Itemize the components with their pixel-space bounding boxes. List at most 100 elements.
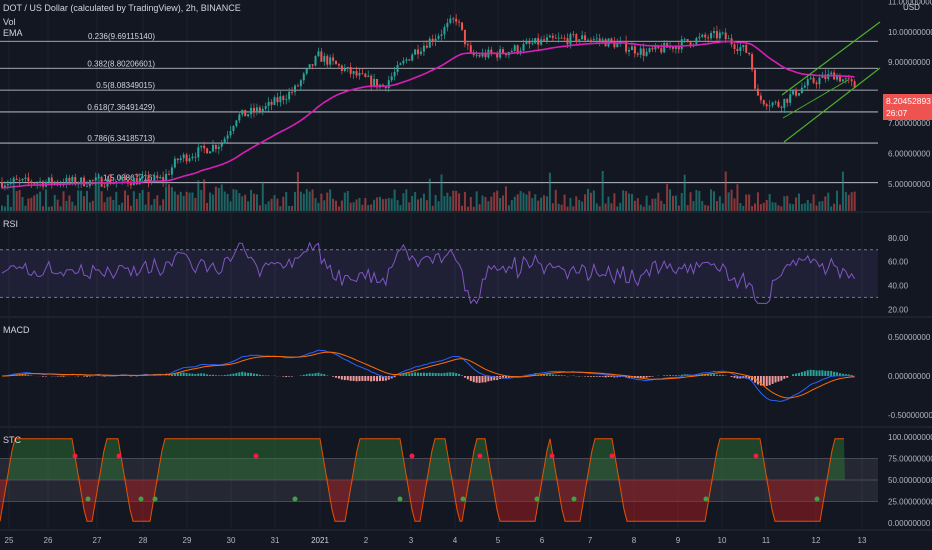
candle-body[interactable] — [42, 181, 45, 187]
candle-body[interactable] — [783, 98, 786, 108]
candle-body[interactable] — [387, 80, 390, 89]
candle-body[interactable] — [601, 39, 604, 41]
macd-pane-label[interactable]: MACD — [3, 325, 30, 335]
candle-body[interactable] — [124, 176, 127, 180]
candle-body[interactable] — [636, 53, 639, 55]
candle-body[interactable] — [748, 52, 751, 55]
candle-body[interactable] — [733, 44, 736, 49]
candle-body[interactable] — [147, 175, 150, 183]
candle-body[interactable] — [581, 35, 584, 40]
candle-body[interactable] — [50, 177, 53, 184]
candle-body[interactable] — [56, 181, 59, 185]
candle-body[interactable] — [211, 145, 214, 152]
candle-body[interactable] — [428, 38, 431, 48]
candle-body[interactable] — [844, 78, 847, 80]
candle-body[interactable] — [496, 52, 499, 58]
candle-body[interactable] — [619, 41, 622, 43]
candle-body[interactable] — [229, 130, 232, 136]
candle-body[interactable] — [830, 72, 833, 74]
candle-body[interactable] — [267, 101, 270, 107]
candle-body[interactable] — [411, 54, 414, 61]
candle-body[interactable] — [115, 181, 118, 183]
candle-body[interactable] — [270, 101, 273, 105]
candle-body[interactable] — [446, 22, 449, 28]
candle-body[interactable] — [715, 31, 718, 39]
candle-body[interactable] — [707, 37, 710, 39]
candle-body[interactable] — [674, 45, 677, 49]
candle-body[interactable] — [376, 78, 379, 88]
candle-body[interactable] — [809, 77, 812, 80]
candle-body[interactable] — [165, 173, 168, 182]
candle-body[interactable] — [592, 39, 595, 40]
candle-body[interactable] — [452, 18, 455, 20]
candle-body[interactable] — [440, 34, 443, 36]
candle-body[interactable] — [261, 108, 264, 112]
symbol-title[interactable]: DOT / US Dollar (calculated by TradingVi… — [3, 3, 241, 13]
candle-body[interactable] — [625, 40, 628, 52]
candle-body[interactable] — [252, 107, 255, 113]
candle-body[interactable] — [173, 158, 176, 168]
candle-body[interactable] — [141, 175, 144, 179]
candle-body[interactable] — [613, 41, 616, 48]
candle-body[interactable] — [1, 182, 3, 188]
candle-body[interactable] — [121, 176, 124, 180]
candle-body[interactable] — [235, 120, 238, 127]
candle-body[interactable] — [540, 39, 543, 45]
candle-body[interactable] — [698, 36, 701, 39]
candle-body[interactable] — [478, 55, 481, 57]
candle-body[interactable] — [683, 38, 686, 40]
stc-line[interactable] — [0, 438, 844, 522]
candle-body[interactable] — [156, 175, 159, 179]
candle-body[interactable] — [841, 79, 844, 82]
candle-body[interactable] — [765, 104, 768, 107]
candle-body[interactable] — [475, 55, 478, 56]
candle-body[interactable] — [780, 106, 783, 108]
candle-body[interactable] — [458, 21, 461, 23]
candle-body[interactable] — [563, 37, 566, 39]
candle-body[interactable] — [712, 31, 715, 33]
candle-body[interactable] — [402, 60, 405, 64]
candle-body[interactable] — [393, 71, 396, 77]
candle-body[interactable] — [795, 89, 798, 96]
candle-body[interactable] — [660, 48, 663, 53]
candle-body[interactable] — [572, 34, 575, 35]
candle-body[interactable] — [417, 49, 420, 55]
candle-body[interactable] — [628, 50, 631, 52]
candle-body[interactable] — [390, 76, 393, 81]
candle-body[interactable] — [194, 156, 197, 158]
candle-body[interactable] — [806, 79, 809, 86]
candle-body[interactable] — [686, 38, 689, 43]
candle-body[interactable] — [836, 75, 839, 80]
candle-body[interactable] — [3, 185, 6, 188]
candle-body[interactable] — [531, 43, 534, 45]
candle-body[interactable] — [578, 39, 581, 42]
candle-body[interactable] — [774, 101, 777, 103]
candle-body[interactable] — [736, 48, 739, 52]
candle-body[interactable] — [484, 52, 487, 58]
candle-body[interactable] — [264, 106, 267, 109]
candle-body[interactable] — [276, 97, 279, 103]
candle-body[interactable] — [724, 32, 727, 40]
channel-mid-line[interactable] — [782, 79, 849, 119]
candle-body[interactable] — [704, 34, 707, 38]
candle-body[interactable] — [85, 186, 88, 187]
candle-body[interactable] — [800, 87, 803, 94]
candle-body[interactable] — [314, 56, 317, 66]
candle-body[interactable] — [103, 186, 106, 188]
candle-body[interactable] — [727, 38, 730, 40]
candle-body[interactable] — [657, 45, 660, 49]
candle-body[interactable] — [302, 73, 305, 81]
candle-body[interactable] — [15, 178, 18, 180]
candle-body[interactable] — [648, 48, 651, 52]
candle-body[interactable] — [373, 78, 376, 87]
candle-body[interactable] — [182, 154, 185, 159]
candle-body[interactable] — [630, 46, 633, 51]
candle-body[interactable] — [223, 138, 226, 144]
channel-lower-line[interactable] — [783, 67, 881, 143]
candle-body[interactable] — [337, 64, 340, 66]
candle-body[interactable] — [71, 177, 74, 182]
candle-body[interactable] — [666, 42, 669, 48]
candle-body[interactable] — [695, 38, 698, 45]
candle-body[interactable] — [598, 38, 601, 41]
